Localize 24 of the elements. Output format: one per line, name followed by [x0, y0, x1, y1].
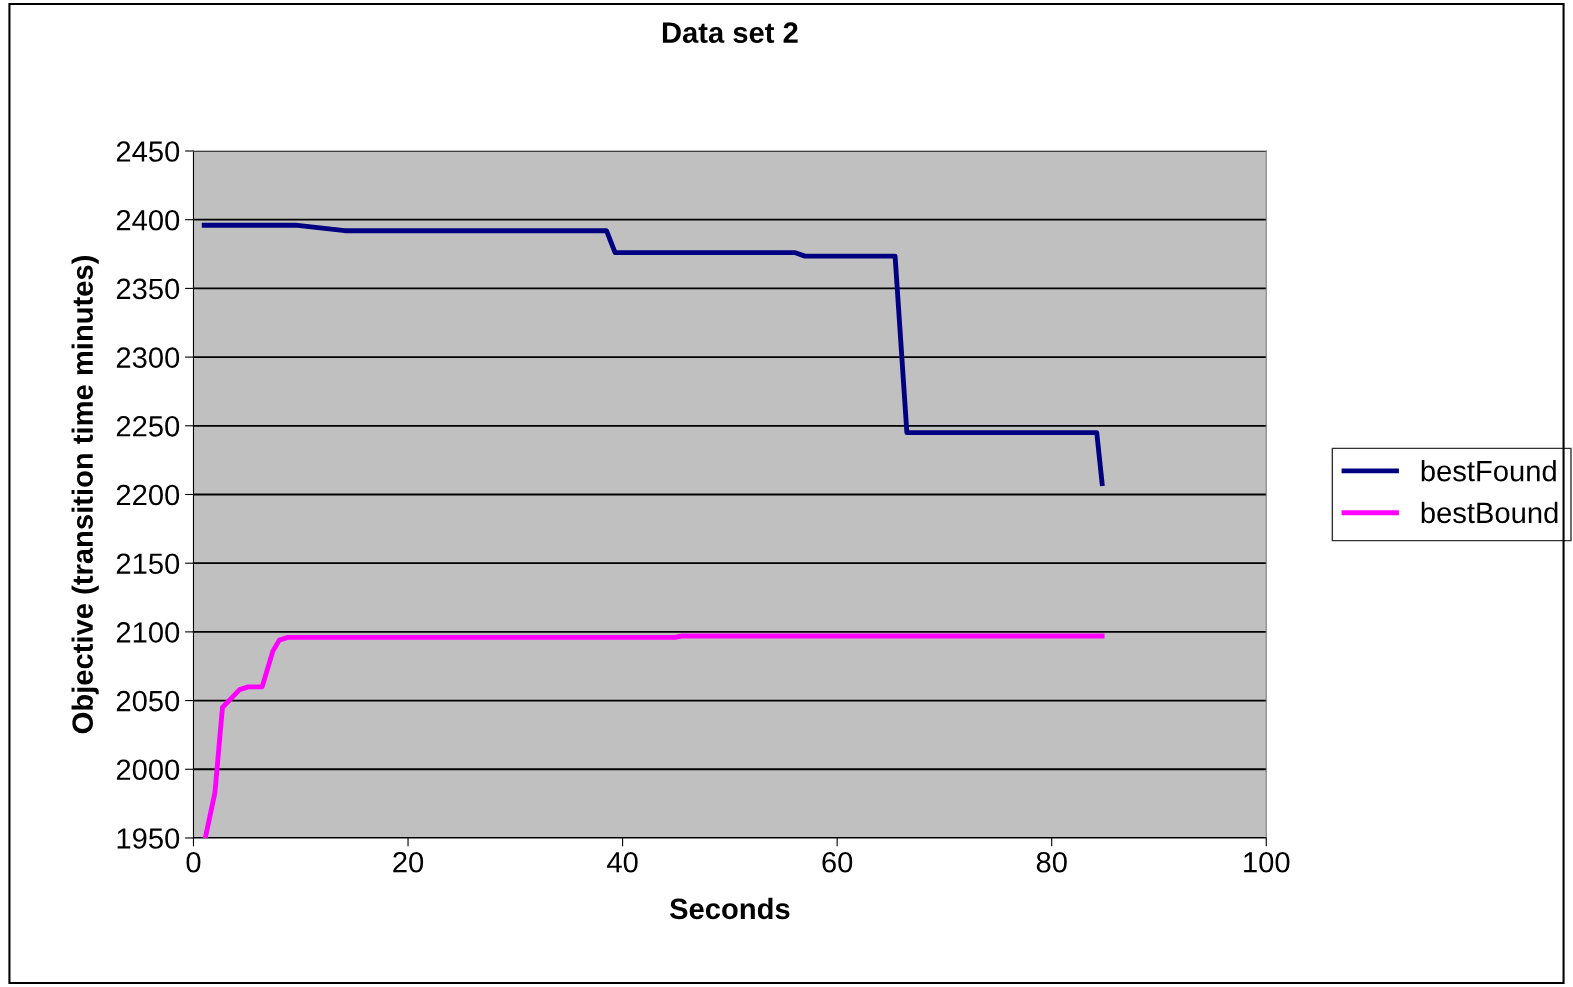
y-tick-label: 2000 [116, 759, 180, 781]
y-tick-label: 2450 [116, 141, 180, 162]
x-tick-label: 80 [1036, 851, 1067, 873]
y-tick-label: 2050 [116, 690, 180, 712]
y-tick-label: 1950 [117, 828, 180, 849]
legend-label: bestFound [1421, 460, 1556, 482]
x-tick-label: 40 [607, 851, 638, 873]
x-tick-label: 100 [1244, 851, 1290, 873]
legend-label: bestBound [1421, 501, 1558, 524]
y-tick-label: 2400 [116, 209, 180, 231]
y-tick-label: 2300 [116, 347, 180, 368]
y-axis-title: Objective (transition time minutes) [71, 256, 99, 734]
line-series [201, 222, 1105, 486]
y-tick-label: 2350 [116, 278, 180, 300]
x-tick-label: 0 [186, 851, 201, 873]
y-tick-label: 2150 [116, 553, 180, 575]
x-axis-title: Seconds [669, 897, 790, 920]
line-series [202, 633, 1105, 838]
y-tick-label: 2100 [116, 622, 180, 643]
y-tick-label: 2250 [116, 415, 180, 437]
x-tick-label: 20 [393, 851, 424, 873]
y-tick-label: 2200 [116, 484, 180, 506]
chart-title: Data set 2 [662, 22, 798, 43]
x-tick-label: 60 [822, 851, 853, 873]
